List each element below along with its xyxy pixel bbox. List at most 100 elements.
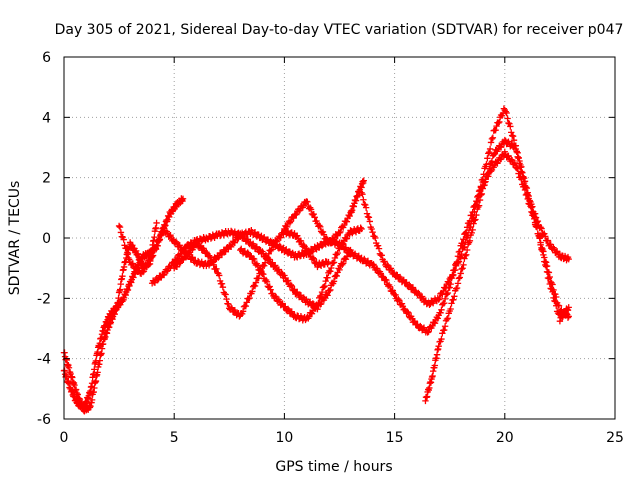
data-point <box>510 137 518 144</box>
data-point <box>463 251 470 258</box>
data-point <box>368 225 375 233</box>
data-point <box>297 237 305 245</box>
data-point <box>315 299 322 307</box>
data-point <box>317 292 325 300</box>
data-point <box>359 191 366 198</box>
data-point <box>476 196 484 204</box>
y-tick-label: 4 <box>42 110 51 126</box>
data-point <box>339 260 347 267</box>
data-point <box>440 326 448 334</box>
data-point <box>518 163 525 171</box>
data-point <box>309 300 317 307</box>
data-point <box>392 291 399 299</box>
data-point <box>505 152 512 160</box>
data-point <box>542 233 549 240</box>
data-point <box>215 272 223 279</box>
data-point <box>340 221 348 229</box>
data-point <box>463 246 471 254</box>
data-point <box>293 211 300 218</box>
data-point <box>358 189 365 196</box>
data-point <box>324 274 331 281</box>
data-point <box>157 232 164 240</box>
data-point <box>346 250 353 257</box>
data-point <box>244 249 251 256</box>
data-point <box>497 144 505 151</box>
data-point <box>545 269 553 276</box>
data-point <box>123 245 130 252</box>
data-point <box>330 278 338 285</box>
data-point <box>266 283 273 290</box>
data-point <box>242 302 250 310</box>
data-point <box>126 256 133 263</box>
data-point <box>478 190 486 198</box>
y-tick-label: 2 <box>42 171 51 187</box>
data-point <box>323 291 330 298</box>
data-point <box>462 229 469 237</box>
data-point <box>264 254 272 262</box>
series-track-f <box>237 224 365 324</box>
data-point <box>485 170 492 177</box>
data-point <box>347 246 354 254</box>
data-point <box>328 264 335 272</box>
data-point <box>227 304 235 311</box>
x-tick-label: 0 <box>60 430 69 446</box>
data-point <box>378 252 385 259</box>
data-point <box>550 286 557 294</box>
data-point <box>219 283 227 291</box>
data-point <box>425 328 432 335</box>
data-point <box>553 293 560 301</box>
data-point <box>485 148 493 156</box>
data-point <box>294 232 301 239</box>
data-point <box>435 343 442 350</box>
data-point <box>472 216 479 223</box>
data-point <box>519 169 526 176</box>
data-point <box>132 263 139 270</box>
data-point <box>205 252 213 259</box>
data-point <box>490 151 497 158</box>
data-point <box>370 261 377 268</box>
series-track-j <box>422 136 572 405</box>
data-point <box>508 129 515 136</box>
data-point <box>441 295 449 303</box>
data-point <box>210 261 217 268</box>
data-point <box>124 249 131 256</box>
data-point <box>284 277 292 284</box>
data-point <box>564 306 572 314</box>
data-point <box>527 198 534 206</box>
data-point <box>466 237 474 244</box>
data-point <box>139 268 147 276</box>
data-point <box>339 261 346 268</box>
data-point <box>384 261 391 269</box>
data-point <box>365 214 373 221</box>
data-point <box>411 317 419 325</box>
data-point <box>156 236 163 243</box>
data-point <box>507 123 514 130</box>
data-point <box>460 261 467 269</box>
data-point <box>300 241 307 249</box>
data-point <box>509 132 517 140</box>
data-point <box>321 282 329 290</box>
data-point <box>504 115 511 122</box>
data-point <box>304 198 311 206</box>
data-point <box>450 271 457 279</box>
data-point <box>514 149 521 157</box>
data-point <box>149 252 157 259</box>
data-point <box>458 265 465 273</box>
data-point <box>453 284 461 292</box>
data-point <box>147 257 154 265</box>
data-point <box>450 296 457 303</box>
data-point <box>151 233 158 241</box>
data-point <box>167 231 174 239</box>
data-point <box>515 170 522 177</box>
data-point <box>121 242 128 249</box>
data-point <box>327 239 334 247</box>
data-point <box>515 154 522 161</box>
data-point <box>307 206 315 213</box>
data-point <box>486 145 494 153</box>
data-point <box>306 250 314 257</box>
data-point <box>545 275 553 282</box>
data-point <box>334 249 341 257</box>
data-point <box>513 148 520 156</box>
data-point <box>417 322 424 330</box>
data-point <box>502 108 509 115</box>
